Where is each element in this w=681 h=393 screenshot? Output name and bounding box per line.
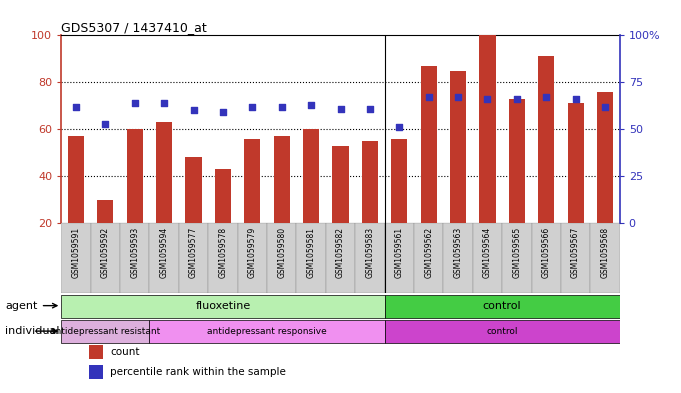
Text: GSM1059565: GSM1059565 [512,226,522,278]
Text: GSM1059566: GSM1059566 [541,226,551,278]
Point [129,100,140,106]
Text: GSM1059568: GSM1059568 [601,226,609,278]
Text: GSM1059577: GSM1059577 [189,226,198,278]
Point [306,102,317,108]
Bar [61,223,91,294]
Bar [244,139,260,223]
Bar [362,141,378,223]
Point [394,124,405,130]
Text: GSM1059583: GSM1059583 [366,226,375,278]
Bar [61,295,385,318]
Bar [443,223,473,294]
Point [217,109,228,116]
Bar [532,223,561,294]
Text: control: control [486,327,518,336]
Bar [296,223,326,294]
Point [423,94,434,101]
Bar [149,223,179,294]
Bar [91,223,120,294]
Text: GSM1059591: GSM1059591 [72,226,80,278]
Point [482,96,493,102]
Bar [509,99,525,223]
Text: GSM1059581: GSM1059581 [306,226,315,277]
Bar [179,223,208,294]
Text: GSM1059563: GSM1059563 [454,226,462,278]
Bar [385,223,414,294]
Text: fluoxetine: fluoxetine [195,301,251,310]
Bar [303,129,319,223]
Bar [215,169,231,223]
Bar [326,223,355,294]
Text: percentile rank within the sample: percentile rank within the sample [110,367,286,377]
Point [599,103,610,110]
Bar [597,92,613,223]
Text: individual: individual [5,326,60,336]
Bar [149,320,385,343]
Text: count: count [110,347,140,357]
Bar [567,103,584,223]
Bar [479,35,496,223]
Point [247,103,258,110]
Text: GSM1059579: GSM1059579 [248,226,257,278]
Bar [120,223,149,294]
Text: GSM1059592: GSM1059592 [101,226,110,278]
Bar [385,295,620,318]
Text: antidepressant responsive: antidepressant responsive [207,327,327,336]
Point [541,94,552,101]
Bar [473,223,502,294]
Text: agent: agent [5,301,57,310]
Bar [421,66,437,223]
Text: GSM1059578: GSM1059578 [219,226,227,278]
Bar [561,223,590,294]
Point [276,103,287,110]
Point [453,94,464,101]
Bar [61,320,149,343]
Bar [590,223,620,294]
Bar [89,345,104,359]
Point [511,96,522,102]
Bar [332,146,349,223]
Text: GSM1059567: GSM1059567 [571,226,580,278]
Point [71,103,82,110]
Bar [414,223,443,294]
Bar [238,223,267,294]
Bar [185,157,202,223]
Bar [267,223,296,294]
Point [159,100,170,106]
Bar [89,365,104,379]
Bar [97,200,114,223]
Text: GDS5307 / 1437410_at: GDS5307 / 1437410_at [61,21,207,34]
Text: GSM1059593: GSM1059593 [130,226,140,278]
Point [188,107,199,114]
Point [364,105,375,112]
Text: GSM1059594: GSM1059594 [159,226,169,278]
Text: GSM1059564: GSM1059564 [483,226,492,278]
Bar [502,223,532,294]
Point [100,120,111,127]
Bar [355,223,385,294]
Text: GSM1059561: GSM1059561 [395,226,404,278]
Bar [385,320,620,343]
Bar [208,223,238,294]
Text: GSM1059582: GSM1059582 [336,226,345,277]
Bar [450,71,466,223]
Point [570,96,581,102]
Point [335,105,346,112]
Text: control: control [483,301,522,310]
Bar [68,136,84,223]
Text: GSM1059580: GSM1059580 [277,226,286,278]
Bar [127,129,143,223]
Bar [156,122,172,223]
Text: GSM1059562: GSM1059562 [424,226,433,278]
Text: antidepressant resistant: antidepressant resistant [50,327,161,336]
Bar [391,139,407,223]
Bar [274,136,290,223]
Bar [538,57,554,223]
